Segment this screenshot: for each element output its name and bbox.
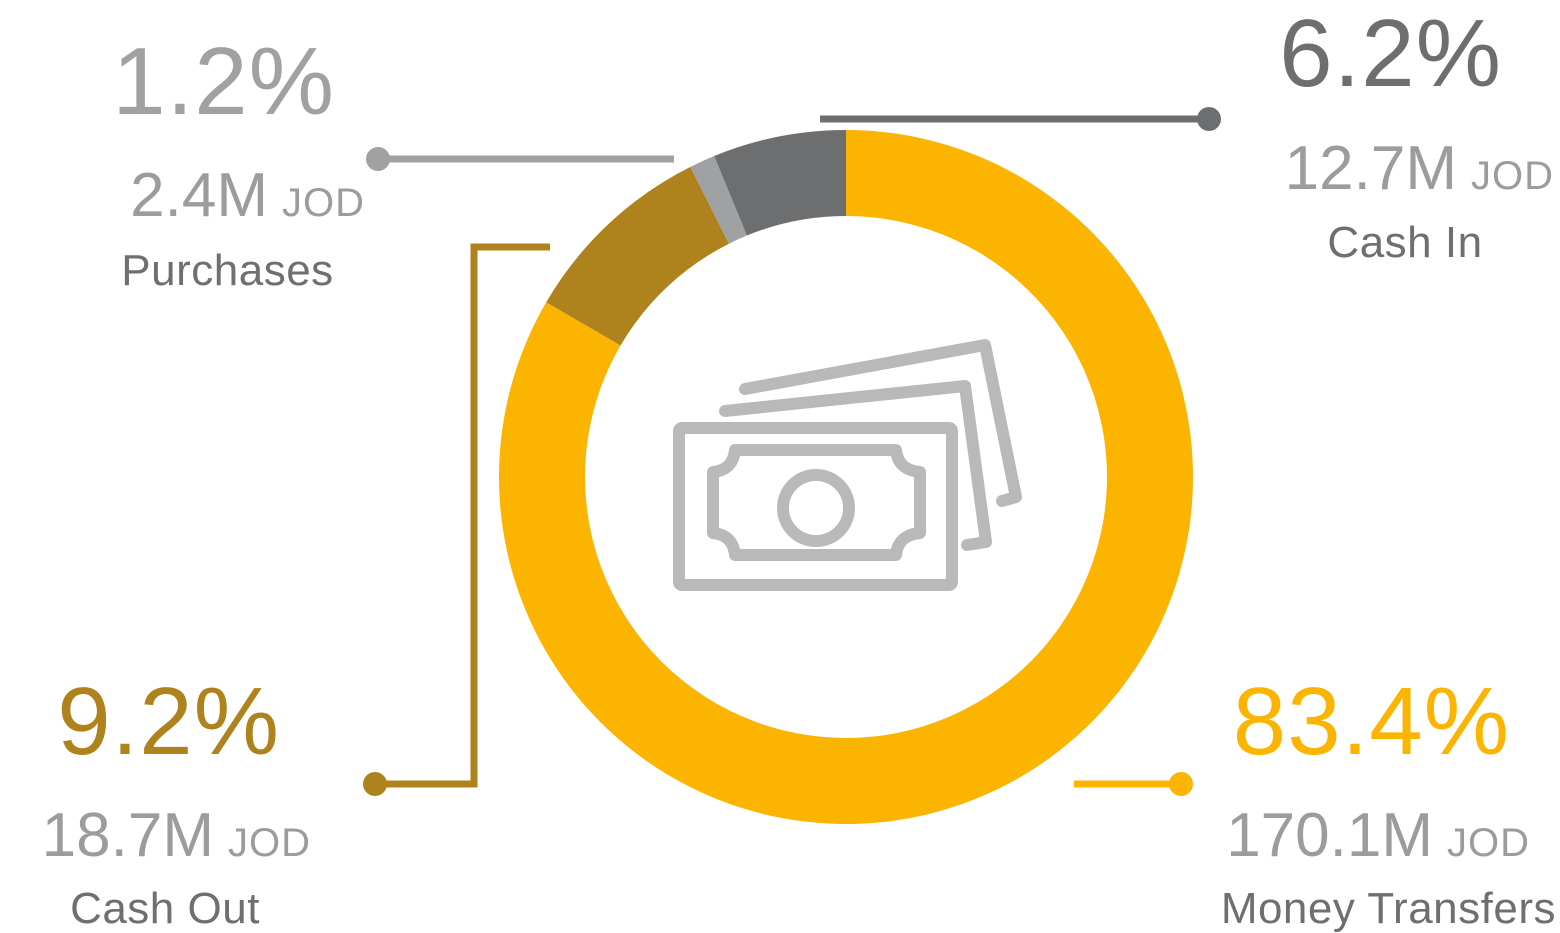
cash-in-amount-value: 12.7M bbox=[1285, 134, 1457, 203]
purchases-label: Purchases bbox=[80, 249, 375, 293]
money-transfers-label: Money Transfers bbox=[1221, 887, 1556, 931]
leader-line-purchases bbox=[366, 147, 674, 171]
donut-slices bbox=[499, 130, 1193, 824]
purchases-percent: 1.2% bbox=[112, 34, 335, 130]
purchases-amount: 2.4M JOD bbox=[130, 165, 365, 227]
leader-line-money-transfers bbox=[1074, 772, 1193, 796]
banknotes-icon bbox=[679, 345, 1016, 585]
money-transfers-amount-value: 170.1M bbox=[1226, 801, 1433, 870]
money-transfers-amount: 170.1M JOD bbox=[1226, 805, 1530, 867]
purchases-amount-unit: JOD bbox=[282, 181, 365, 225]
cash-out-amount-value: 18.7M bbox=[42, 801, 214, 870]
cash-out-amount-unit: JOD bbox=[228, 821, 311, 865]
cash-out-amount: 18.7M JOD bbox=[42, 805, 311, 867]
cash-in-label: Cash In bbox=[1250, 221, 1560, 265]
cash-in-percent: 6.2% bbox=[1279, 6, 1502, 102]
money-transfers-amount-unit: JOD bbox=[1447, 821, 1530, 865]
leader-line-cash-in bbox=[820, 107, 1221, 131]
cash-in-amount: 12.7M JOD bbox=[1285, 138, 1554, 200]
cash-out-percent: 9.2% bbox=[57, 674, 280, 770]
money-transfers-percent: 83.4% bbox=[1233, 674, 1510, 770]
cash-in-amount-unit: JOD bbox=[1471, 154, 1554, 198]
cash-out-label: Cash Out bbox=[0, 887, 330, 931]
purchases-amount-value: 2.4M bbox=[130, 161, 268, 230]
